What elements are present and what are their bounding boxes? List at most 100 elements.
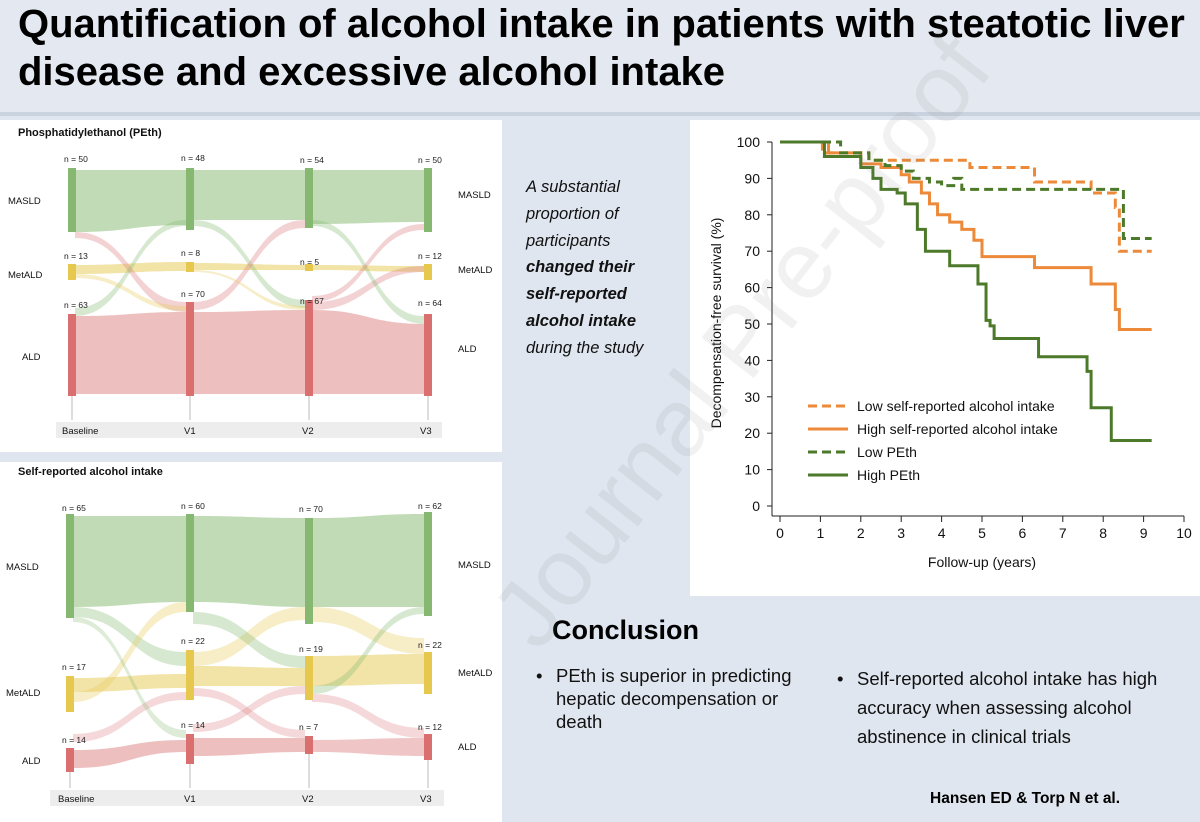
statement-line: proportion of	[526, 204, 619, 223]
row-label-ald: ALD	[458, 344, 477, 355]
legend-label: Low PEth	[857, 444, 917, 460]
flow	[312, 265, 424, 272]
statement-line: during the study	[526, 338, 644, 357]
y-tick-label: 0	[752, 498, 760, 514]
km-series-line-1	[780, 140, 1152, 331]
authors: Hansen ED & Torp N et al.	[930, 790, 1121, 807]
self-row-labels: MASLD MetALD ALD MASLD MetALD ALD	[6, 560, 492, 767]
count-label: n = 22	[418, 640, 442, 650]
flow	[312, 514, 424, 607]
node-masld	[186, 514, 194, 612]
self-flows	[73, 514, 424, 768]
peth-counts: n = 50 n = 48 n = 54 n = 50 n = 13 n = 8…	[64, 153, 442, 310]
y-axis-label: Decompensation-free survival (%)	[708, 218, 724, 429]
node-metald	[186, 650, 194, 700]
row-label-metald: MetALD	[8, 270, 42, 281]
x-tick-label: 3	[897, 525, 905, 541]
timepoint-band	[50, 790, 444, 806]
statement-line: participants	[526, 231, 611, 250]
legend-label: High self-reported alcohol intake	[857, 421, 1058, 437]
flow	[312, 607, 424, 694]
peth-flows	[75, 170, 424, 394]
timepoint-label: V2	[302, 426, 314, 437]
timepoint-label: Baseline	[58, 794, 94, 805]
flow	[193, 220, 305, 310]
statement-line: A substantial	[526, 178, 620, 196]
node-masld	[186, 168, 194, 230]
y-tick-label: 50	[744, 316, 760, 332]
timepoint-label: V1	[184, 426, 196, 437]
flow	[73, 740, 186, 768]
flow	[73, 607, 186, 666]
peth-sankey-chart: n = 50 n = 48 n = 54 n = 50 n = 13 n = 8…	[8, 153, 492, 438]
count-label: n = 17	[62, 662, 86, 672]
flow	[312, 310, 424, 394]
y-tick-label: 100	[737, 134, 761, 150]
flow	[193, 738, 305, 756]
peth-sankey-panel: Phosphatidylethanol (PEth)	[0, 120, 502, 452]
count-label: n = 8	[181, 248, 200, 258]
node-ald	[305, 300, 313, 396]
node-masld	[424, 512, 432, 616]
y-tick-label: 90	[744, 170, 760, 186]
row-label-masld: MASLD	[6, 562, 39, 573]
flow	[312, 607, 424, 654]
node-metald	[68, 264, 76, 280]
flow	[73, 692, 186, 742]
node-ald	[424, 734, 432, 760]
bullet-text: Self-reported alcohol intake has high ac…	[857, 668, 1158, 747]
x-tick-label: 4	[938, 525, 946, 541]
self-counts: n = 65 n = 60 n = 70 n = 62 n = 17 n = 2…	[62, 501, 442, 745]
flow	[193, 612, 305, 668]
flow	[312, 170, 424, 224]
statement-emphasis: self-reported	[526, 285, 627, 304]
conclusion-bullet: • PEth is superior in predicting hepatic…	[536, 664, 818, 733]
bullet-dot: •	[536, 665, 543, 686]
flow	[193, 170, 305, 220]
row-label-metald: MetALD	[458, 668, 492, 679]
x-tick-label: 1	[817, 525, 825, 541]
flow	[193, 607, 305, 666]
node-ald	[424, 314, 432, 396]
count-label: n = 22	[181, 636, 205, 646]
timepoint-label: V1	[184, 794, 196, 805]
node-masld	[305, 518, 313, 624]
count-label: n = 13	[64, 251, 88, 261]
flow	[73, 602, 186, 702]
node-masld	[68, 168, 76, 232]
poster-title: Quantification of alcohol intake in pati…	[18, 2, 1185, 94]
node-ald	[305, 736, 313, 754]
count-label: n = 63	[64, 300, 88, 310]
count-label: n = 70	[181, 289, 205, 299]
count-label: n = 62	[418, 501, 442, 511]
flow	[312, 738, 424, 756]
flow	[75, 232, 186, 312]
count-label: n = 14	[181, 720, 205, 730]
km-series-line-0	[780, 140, 1152, 253]
timepoint-label: V3	[420, 426, 432, 437]
peth-row-labels: MASLD MetALD ALD MASLD MetALD ALD	[8, 190, 492, 363]
y-tick-label: 40	[744, 352, 760, 368]
count-label: n = 48	[181, 153, 205, 163]
x-tick-label: 6	[1019, 525, 1027, 541]
count-label: n = 12	[418, 722, 442, 732]
count-label: n = 50	[418, 155, 442, 165]
key-statement: A substantial proportion of participants…	[526, 174, 676, 362]
row-label-metald: MetALD	[458, 265, 492, 276]
km-legend: Low self-reported alcohol intake High sel…	[808, 398, 1058, 483]
x-tick-label: 7	[1059, 525, 1067, 541]
x-tick-label: 5	[978, 525, 986, 541]
node-ald	[68, 314, 76, 396]
km-series-line-2	[780, 140, 1152, 240]
count-label: n = 19	[299, 644, 323, 654]
row-label-metald: MetALD	[6, 688, 40, 699]
count-label: n = 12	[418, 251, 442, 261]
flow	[193, 516, 305, 607]
flow	[73, 617, 186, 738]
node-metald	[186, 262, 194, 272]
km-chart: 0 10 20 30 40 50 60 70 80 90 100 0 1 2 3 4 5 6 7 8 9 10 Low s…	[708, 134, 1192, 570]
count-label: n = 70	[299, 504, 323, 514]
flow	[193, 270, 305, 310]
node-metald	[305, 264, 313, 271]
node-ald	[186, 302, 194, 396]
